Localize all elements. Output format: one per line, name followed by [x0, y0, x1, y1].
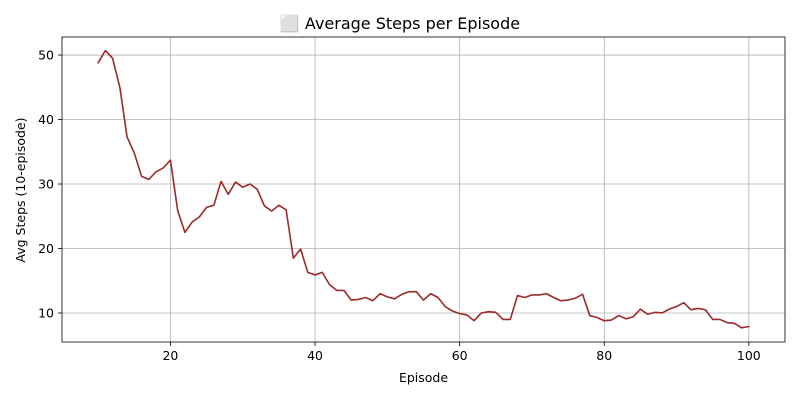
x-tick-label: 100	[737, 348, 761, 363]
x-tick-label: 40	[307, 348, 323, 363]
y-tick-label: 20	[38, 241, 54, 256]
x-axis-label: Episode	[399, 370, 448, 385]
y-axis-label: Avg Steps (10-episode)	[13, 117, 28, 262]
x-tick-label: 60	[452, 348, 468, 363]
y-tick-label: 40	[38, 112, 54, 127]
x-tick-label: 20	[162, 348, 178, 363]
x-tick-label: 80	[596, 348, 612, 363]
series-layer	[97, 49, 750, 329]
x-axis-ticks: 20 40 60 80 100	[162, 342, 761, 363]
grid-lines	[62, 37, 785, 342]
y-tick-label: 30	[38, 177, 54, 192]
chart-title: ⬜ Average Steps per Episode	[280, 14, 520, 33]
y-tick-label: 10	[38, 305, 54, 320]
plot-frame	[61, 36, 786, 343]
series-line	[97, 49, 750, 329]
y-axis-ticks: 10 20 30 40 50	[38, 48, 62, 320]
y-tick-label: 50	[38, 48, 54, 63]
